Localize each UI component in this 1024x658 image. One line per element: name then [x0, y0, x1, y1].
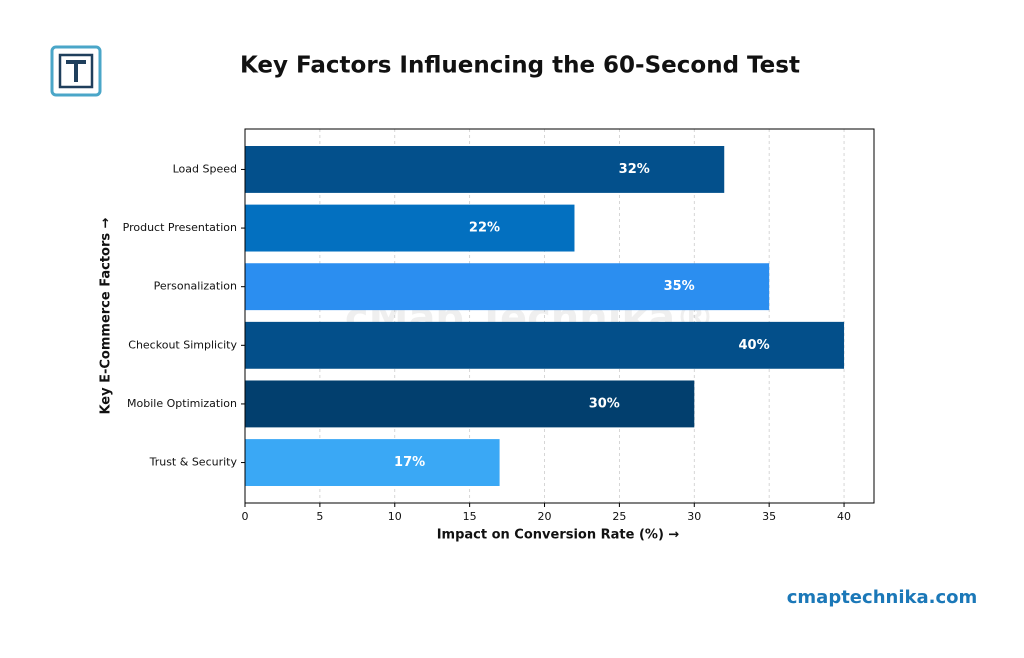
value-label: 35%	[664, 279, 695, 294]
bar	[245, 321, 845, 369]
x-tick-label: 35	[762, 510, 776, 523]
x-tick-label: 30	[687, 510, 701, 523]
bar	[245, 380, 695, 428]
value-label: 30%	[589, 396, 620, 411]
logo	[50, 45, 102, 97]
value-label: 40%	[738, 338, 769, 353]
y-axis-label: Key E-Commerce Factors →	[99, 217, 114, 414]
x-tick-label: 40	[837, 510, 851, 523]
value-label: 32%	[619, 162, 650, 177]
x-tick-label: 5	[316, 510, 323, 523]
y-tick-label: Trust & Security	[149, 456, 238, 469]
value-label: 17%	[394, 455, 425, 470]
plot-frame	[244, 128, 875, 504]
bar	[245, 204, 575, 252]
chart-title: Key Factors Influencing the 60-Second Te…	[240, 53, 800, 79]
x-tick-label: 20	[538, 510, 552, 523]
y-tick-label: Product Presentation	[123, 221, 237, 234]
y-tick-label: Personalization	[154, 280, 237, 293]
bar	[245, 263, 770, 311]
bar	[245, 439, 500, 486]
x-tick-label: 25	[612, 510, 626, 523]
x-tick-label: 0	[242, 510, 249, 523]
x-tick-label: 10	[388, 510, 402, 523]
y-tick-label: Mobile Optimization	[127, 397, 237, 410]
x-axis-label: Impact on Conversion Rate (%) →	[437, 528, 680, 543]
bar	[245, 146, 725, 193]
footer: cmaptechnika.com	[787, 587, 978, 608]
value-label: 22%	[469, 221, 500, 236]
y-tick-label: Checkout Simplicity	[128, 338, 237, 351]
y-tick-label: Load Speed	[173, 162, 237, 175]
x-tick-label: 15	[463, 510, 477, 523]
